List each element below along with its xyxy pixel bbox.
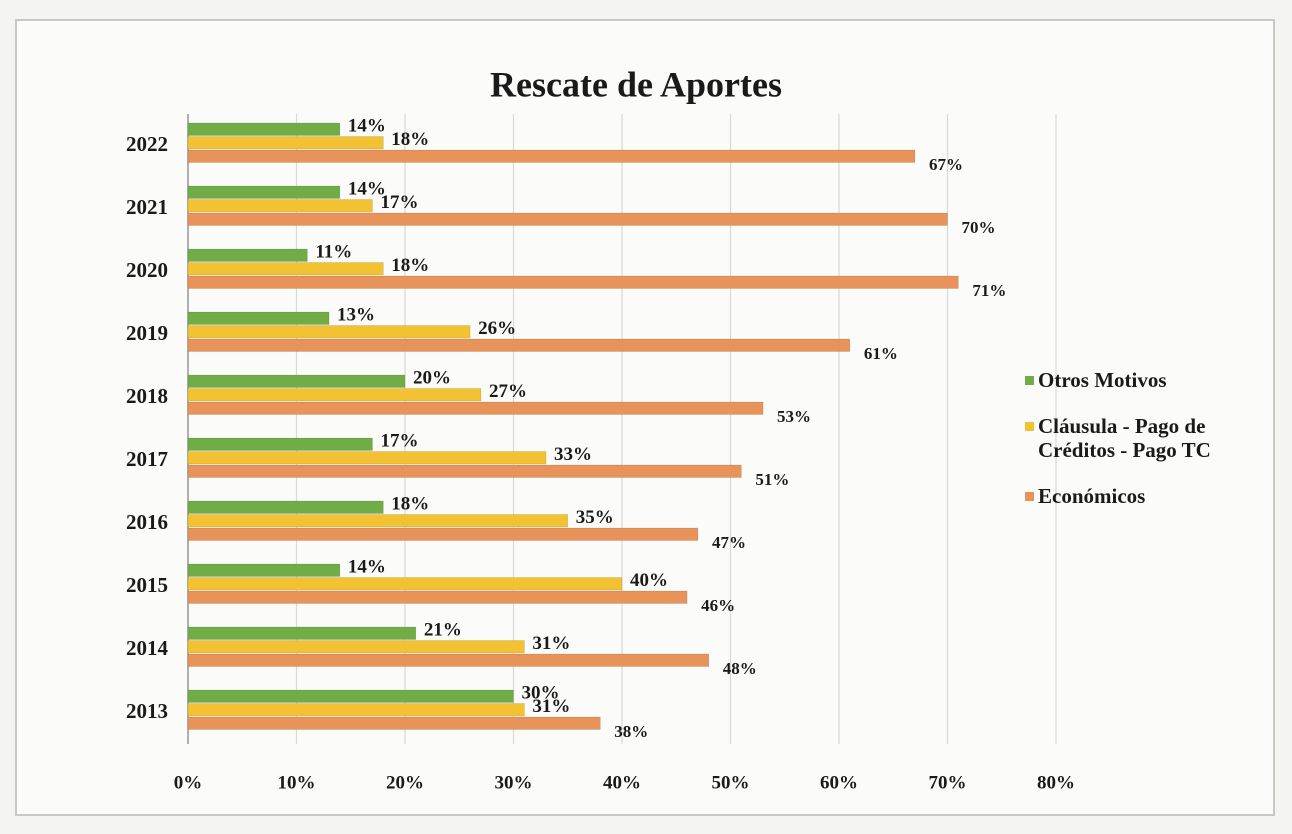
bar [187, 248, 308, 262]
bar [187, 122, 341, 136]
bar [187, 689, 514, 703]
legend-label: Económicos [1038, 484, 1146, 508]
data-label: 17% [380, 430, 418, 451]
data-label: 31% [532, 633, 570, 654]
bar [187, 437, 373, 451]
data-label: 71% [972, 281, 1006, 300]
y-tick-label: 2013 [126, 699, 168, 723]
data-label: 13% [337, 304, 375, 325]
data-label: 17% [380, 192, 418, 213]
bar [187, 185, 341, 199]
bar [187, 136, 384, 150]
data-label: 53% [777, 407, 811, 426]
bar [187, 388, 482, 402]
data-label: 40% [630, 570, 668, 591]
bar [187, 311, 330, 325]
data-label: 48% [723, 659, 757, 678]
y-tick-label: 2020 [126, 258, 168, 282]
y-tick-label: 2017 [126, 447, 168, 471]
bar [187, 514, 569, 528]
legend-item: Cláusula - Pago de Créditos - Pago TC [1025, 414, 1270, 462]
data-label: 47% [712, 533, 746, 552]
data-label: 18% [391, 129, 429, 150]
data-label: 51% [755, 470, 789, 489]
data-label: 67% [929, 155, 963, 174]
data-label: 33% [554, 444, 592, 465]
data-label: 21% [424, 619, 462, 640]
bar [187, 338, 851, 352]
x-tick-label: 70% [929, 772, 967, 793]
x-tick-label: 80% [1037, 772, 1075, 793]
bar [187, 374, 406, 388]
bar [187, 275, 959, 289]
y-tick-label: 2021 [126, 195, 168, 219]
data-label: 26% [478, 318, 516, 339]
bar [187, 149, 916, 163]
data-label: 70% [962, 218, 996, 237]
data-label: 14% [348, 115, 386, 136]
data-label: 38% [614, 722, 648, 741]
data-label: 30% [522, 682, 560, 703]
legend-swatch [1025, 492, 1034, 501]
x-tick-label: 0% [174, 772, 203, 793]
data-label: 46% [701, 596, 735, 615]
bar [187, 451, 547, 465]
legend-item: Otros Motivos [1025, 368, 1270, 392]
data-label: 14% [348, 178, 386, 199]
y-tick-label: 2015 [126, 573, 168, 597]
data-label: 20% [413, 367, 451, 388]
bar [187, 262, 384, 276]
bar [187, 590, 688, 604]
y-tick-label: 2019 [126, 321, 168, 345]
legend-label: Cláusula - Pago de Créditos - Pago TC [1038, 414, 1211, 462]
chart-title: Rescate de Aportes [490, 64, 782, 104]
data-label: 18% [391, 255, 429, 276]
data-label: 31% [532, 696, 570, 717]
bar [187, 563, 341, 577]
y-tick-label: 2018 [126, 384, 168, 408]
x-tick-label: 10% [278, 772, 316, 793]
bar [187, 653, 710, 667]
bar [187, 527, 699, 541]
bar [187, 401, 764, 415]
legend: Otros Motivos Cláusula - Pago de Créditos… [1025, 368, 1270, 530]
legend-label: Otros Motivos [1038, 368, 1167, 392]
bar [187, 212, 948, 226]
x-tick-label: 50% [712, 772, 750, 793]
legend-swatch [1025, 422, 1034, 431]
bar [187, 464, 742, 478]
legend-swatch [1025, 376, 1034, 385]
data-label: 11% [315, 241, 352, 262]
bar [187, 626, 417, 640]
bar [187, 640, 525, 654]
bar [187, 325, 471, 339]
bar [187, 500, 384, 514]
bar [187, 716, 601, 730]
bar [187, 577, 623, 591]
data-label: 61% [864, 344, 898, 363]
x-tick-label: 30% [495, 772, 533, 793]
data-label: 18% [391, 493, 429, 514]
data-label: 14% [348, 556, 386, 577]
data-label: 27% [489, 381, 527, 402]
bar [187, 703, 525, 717]
x-tick-label: 60% [820, 772, 858, 793]
x-tick-label: 40% [603, 772, 641, 793]
y-tick-label: 2022 [126, 132, 168, 156]
y-tick-label: 2014 [126, 636, 169, 660]
bar [187, 199, 373, 213]
legend-item: Económicos [1025, 484, 1270, 508]
y-tick-label: 2016 [126, 510, 168, 534]
x-tick-label: 20% [386, 772, 424, 793]
data-label: 35% [576, 507, 614, 528]
